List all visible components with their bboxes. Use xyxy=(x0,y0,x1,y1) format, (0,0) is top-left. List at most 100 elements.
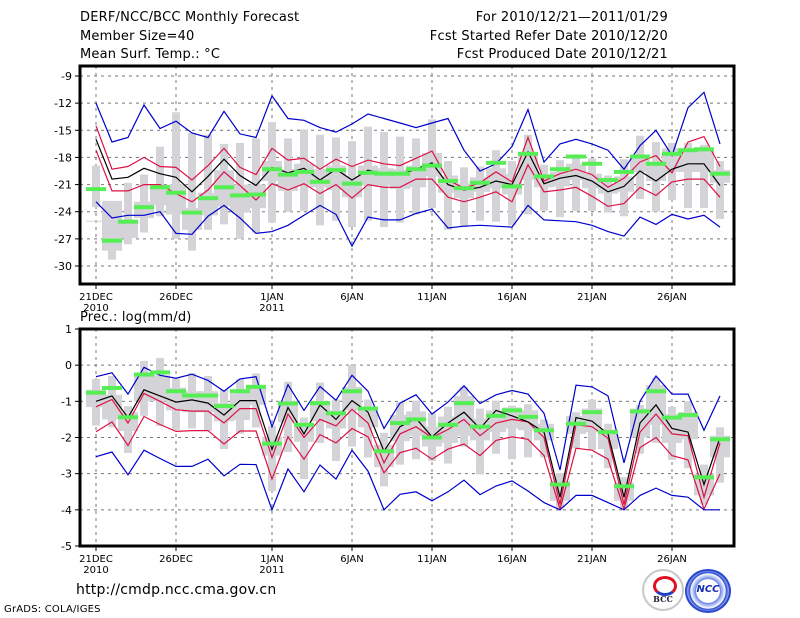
temp-observed-marker xyxy=(390,171,410,176)
precip-observed-marker xyxy=(406,417,426,422)
precip-range-bar xyxy=(476,408,484,475)
temp-xtick-year: 2011 xyxy=(259,303,284,314)
precip-iqr-bar xyxy=(502,407,522,429)
precip-iqr-bar xyxy=(102,394,122,420)
temp-observed-marker xyxy=(694,147,714,152)
temp-observed-marker xyxy=(294,169,314,174)
temp-range-bar xyxy=(204,134,212,230)
temp-range-bar xyxy=(716,161,724,219)
precip-observed-marker xyxy=(86,390,106,395)
temp-xtick-label: 26JAN xyxy=(657,292,687,303)
precip-iqr-bar xyxy=(246,385,266,405)
precip-xtick-year: 2011 xyxy=(259,565,284,576)
precip-range-bar xyxy=(524,404,532,458)
temp-observed-marker xyxy=(662,151,682,156)
temp-xtick-label: 11JAN xyxy=(417,292,447,303)
precip-iqr-bar xyxy=(118,412,138,431)
temp-xtick-label: 16JAN xyxy=(497,292,527,303)
temp-observed-marker xyxy=(502,184,522,189)
temp-xtick-year: 2010 xyxy=(83,303,108,314)
temp-ytick-label: -21 xyxy=(54,179,72,192)
precip-iqr-bar xyxy=(678,412,698,440)
temp-observed-marker xyxy=(678,148,698,153)
precip-iqr-bar xyxy=(166,387,186,411)
temp-observed-marker xyxy=(150,185,170,190)
precip-observed-marker xyxy=(230,389,250,394)
chart-title: DERF/NCC/BCC Monthly Forecast xyxy=(80,10,300,25)
variable-label-temp: Mean Surf. Temp.: °C xyxy=(80,47,221,62)
precip-observed-marker xyxy=(470,424,490,429)
temp-observed-marker xyxy=(342,181,362,186)
temp-ytick-label: -9 xyxy=(61,70,72,83)
temp-observed-marker xyxy=(470,180,490,185)
precip-series-min xyxy=(95,449,720,512)
precip-iqr-bar xyxy=(134,372,154,402)
precip-observed-marker xyxy=(694,475,714,480)
precip-observed-marker xyxy=(342,389,362,394)
precip-observed-marker xyxy=(630,409,650,414)
temp-observed-marker xyxy=(518,151,538,156)
temp-ytick-label: -15 xyxy=(54,124,72,137)
precip-observed-marker xyxy=(710,437,730,442)
temp-iqr-bar xyxy=(342,176,362,198)
temp-iqr-bar xyxy=(534,176,554,188)
temp-xtick-label: 21JAN xyxy=(577,292,607,303)
precip-observed-marker xyxy=(646,389,666,394)
precip-observed-marker xyxy=(582,410,602,415)
precip-range-bar xyxy=(300,417,308,480)
fcst-started-date: Fcst Started Refer Date 2010/12/20 xyxy=(429,29,668,44)
precip-xtick-label: 26DEC xyxy=(159,554,193,565)
temp-range-bar xyxy=(700,144,708,209)
temp-series-max xyxy=(95,91,721,172)
temp-observed-marker xyxy=(550,167,570,172)
temp-xtick-label: 6JAN xyxy=(340,292,363,303)
temp-iqr-bar xyxy=(598,183,618,194)
temp-range-bar xyxy=(156,146,164,217)
temp-observed-marker xyxy=(646,161,666,166)
precip-range-bar xyxy=(364,399,372,458)
precip-observed-marker xyxy=(182,393,202,398)
temp-observed-marker xyxy=(566,154,586,159)
precip-xtick-label: 6JAN xyxy=(340,554,363,565)
temp-range-bar xyxy=(108,243,116,260)
precip-iqr-bar xyxy=(150,375,170,402)
forecast-period: For 2010/12/21—2011/01/29 xyxy=(475,10,668,25)
temp-range-bar xyxy=(604,175,612,213)
precip-observed-marker xyxy=(358,406,378,411)
precip-ytick-label: -1 xyxy=(61,395,72,408)
precip-observed-marker xyxy=(390,421,410,426)
temp-series-upper xyxy=(95,125,721,189)
ncc-logo: NCC xyxy=(685,569,731,613)
precip-ytick-label: 1 xyxy=(65,323,72,336)
temp-observed-marker xyxy=(374,171,394,176)
member-size: Member Size=40 xyxy=(80,29,195,44)
precip-observed-marker xyxy=(598,430,618,435)
precip-observed-marker xyxy=(534,428,554,433)
temp-observed-marker xyxy=(102,238,122,243)
precip-observed-marker xyxy=(118,415,138,420)
temp-range-bar xyxy=(556,160,564,218)
temp-observed-marker xyxy=(630,154,650,159)
grads-credit: GrADS: COLA/IGES xyxy=(4,604,101,615)
precip-ytick-label: -4 xyxy=(61,504,72,517)
precip-xtick-label: 21DEC xyxy=(79,554,113,565)
precip-observed-marker xyxy=(614,484,634,489)
temp-ytick-label: -12 xyxy=(54,97,72,110)
precip-observed-marker xyxy=(518,414,538,419)
precip-observed-marker xyxy=(454,401,474,406)
temp-observed-marker xyxy=(134,205,154,210)
footer-url[interactable]: http://cmdp.ncc.cma.gov.cn xyxy=(76,582,277,598)
precip-ytick-label: 0 xyxy=(65,359,72,372)
temp-xtick-label: 1JAN xyxy=(260,292,283,303)
temp-observed-marker xyxy=(310,179,330,184)
precip-observed-marker xyxy=(102,385,122,390)
precip-ytick-label: -5 xyxy=(61,540,72,553)
temp-observed-marker xyxy=(406,167,426,172)
precip-observed-marker xyxy=(214,404,234,409)
precip-observed-marker xyxy=(662,415,682,420)
precip-xtick-label: 16JAN xyxy=(497,554,527,565)
temp-observed-marker xyxy=(710,171,730,176)
temp-iqr-bar xyxy=(230,184,250,213)
temp-observed-marker xyxy=(486,160,506,165)
